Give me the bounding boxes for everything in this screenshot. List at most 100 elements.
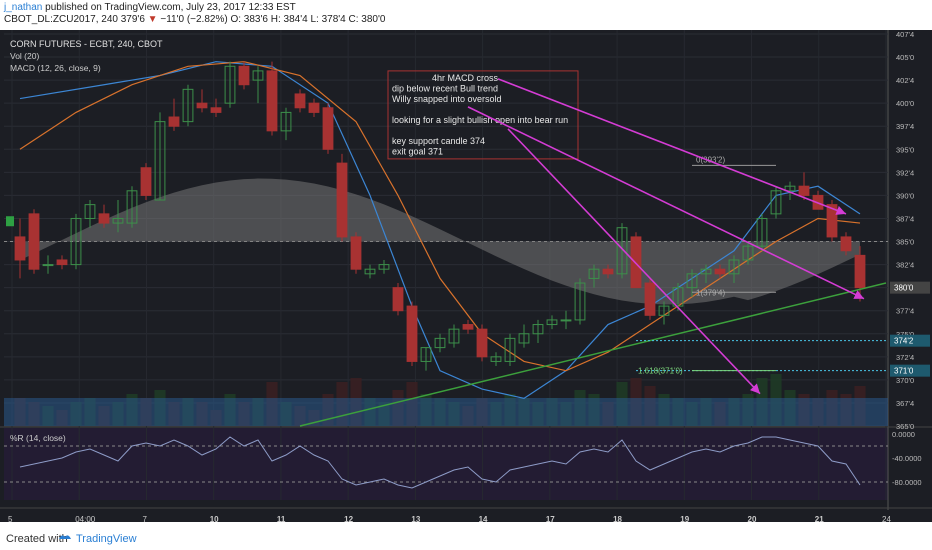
arrow-to-high bbox=[497, 78, 847, 215]
candle-body bbox=[700, 268, 712, 275]
annotation-line: Willy snapped into oversold bbox=[392, 94, 502, 104]
level-374-tag-bg bbox=[890, 334, 930, 347]
wr-tick-label: -40.0000 bbox=[892, 454, 922, 463]
candle-body bbox=[420, 347, 432, 362]
arrow-to-exit bbox=[507, 128, 761, 395]
price-tick-label: 387'4 bbox=[896, 214, 914, 223]
price-tick-label: 395'0 bbox=[896, 145, 914, 154]
price-change: −11'0 (−2.82%) bbox=[160, 14, 228, 25]
candle-body bbox=[616, 227, 628, 275]
last-price-tag-bg bbox=[890, 281, 930, 294]
bull-trendline bbox=[299, 282, 887, 427]
price-tick-label: 365'0 bbox=[896, 422, 914, 431]
time-tick-label: 11 bbox=[277, 515, 286, 522]
candle-body bbox=[280, 111, 292, 132]
left-edge-marker bbox=[6, 216, 14, 227]
candle-body bbox=[14, 236, 26, 261]
time-tick-label: 10 bbox=[210, 515, 219, 522]
candle-body bbox=[154, 121, 166, 201]
author-link[interactable]: j_nathan bbox=[4, 2, 43, 13]
published-text: published on TradingView.com, July 23, 2… bbox=[45, 2, 296, 13]
price-tick-label: 367'4 bbox=[896, 399, 914, 408]
macd-histogram-area bbox=[20, 178, 860, 305]
candle-body bbox=[56, 259, 68, 266]
candle-body bbox=[686, 273, 698, 289]
tradingview-logo-icon bbox=[59, 535, 71, 539]
candle-body bbox=[84, 204, 96, 219]
candle-body bbox=[112, 217, 124, 224]
down-arrow-icon: ▼ bbox=[147, 14, 158, 25]
macd-line bbox=[19, 61, 861, 399]
candle-body bbox=[644, 282, 656, 316]
candle-body bbox=[308, 102, 320, 113]
annotation-line: key support candle 374 bbox=[392, 136, 485, 146]
candle-body bbox=[560, 319, 572, 322]
candle-body bbox=[770, 190, 782, 215]
candle-body bbox=[182, 88, 194, 123]
time-tick-label: 24 bbox=[882, 515, 891, 522]
candle-body bbox=[42, 264, 54, 267]
footer: Created with TradingView bbox=[0, 526, 932, 550]
level-371-tag: 371'0 bbox=[894, 367, 914, 376]
candle-body bbox=[434, 337, 446, 349]
chart-area[interactable]: 407'4 405'0 402'4 400'0 397'4 395'0 392'4 390'0… bbox=[0, 30, 932, 522]
annotation-box bbox=[387, 70, 579, 160]
candle-body bbox=[210, 107, 222, 113]
annotation-line: 4hr MACD cross bbox=[432, 73, 499, 83]
candle-body bbox=[756, 217, 768, 247]
ohlc-values: O: 383'6 H: 384'4 L: 378'4 C: 380'0 bbox=[230, 14, 386, 25]
time-tick-label: 17 bbox=[546, 515, 555, 522]
wr-line bbox=[19, 436, 861, 489]
level-371-tag-bg bbox=[890, 364, 930, 377]
created-with-text: Created with bbox=[6, 533, 68, 545]
annotation-line: exit goal 371 bbox=[392, 146, 443, 156]
price-tick-label: 405'0 bbox=[896, 53, 914, 62]
wr-tick-label: -80.0000 bbox=[892, 478, 922, 487]
tradingview-brand[interactable]: TradingView bbox=[76, 533, 137, 545]
publish-header: j_nathan published on TradingView.com, J… bbox=[0, 0, 932, 26]
time-tick-label: 14 bbox=[479, 515, 488, 522]
price-tick-label: 370'0 bbox=[896, 376, 914, 385]
candle-body bbox=[798, 185, 810, 196]
macd-legend: MACD (12, 26, close, 9) bbox=[10, 63, 101, 73]
wr-tick-label: 0.0000 bbox=[892, 430, 915, 439]
volume-legend: Vol (20) bbox=[10, 51, 39, 61]
candle-body bbox=[448, 328, 460, 344]
time-tick-label: 04:00 bbox=[75, 515, 96, 522]
time-tick-label: 21 bbox=[815, 515, 824, 522]
candle-body bbox=[70, 217, 82, 266]
candle-body bbox=[406, 305, 418, 362]
price-tick-label: 377'4 bbox=[896, 307, 914, 316]
candle-body bbox=[28, 213, 40, 270]
last-price-tag: 380'0 bbox=[894, 284, 914, 293]
arrow-to-current bbox=[467, 106, 865, 300]
candle-body bbox=[840, 236, 852, 252]
fib-0-label: 0(393'2) bbox=[696, 155, 725, 164]
candle-body bbox=[742, 245, 754, 261]
candle-body bbox=[392, 287, 404, 312]
time-tick-label: 19 bbox=[680, 515, 689, 522]
price-tick-label: 397'4 bbox=[896, 122, 914, 131]
candle-body bbox=[588, 268, 600, 279]
time-tick-label: 5 bbox=[8, 515, 13, 522]
price-tick-label: 407'4 bbox=[896, 30, 914, 39]
candle-body bbox=[378, 264, 390, 270]
time-tick-label: 13 bbox=[411, 515, 420, 522]
candle-body bbox=[490, 356, 502, 362]
candle-body bbox=[784, 185, 796, 192]
candle-body bbox=[266, 70, 278, 132]
candle-body bbox=[196, 102, 208, 109]
candle-body bbox=[336, 162, 348, 238]
time-tick-label: 7 bbox=[142, 515, 147, 522]
candle-body bbox=[476, 328, 488, 358]
fib-1618-label: 1.618(371'0) bbox=[638, 367, 683, 376]
candle-body bbox=[658, 305, 670, 316]
volume-ma-band bbox=[4, 398, 888, 426]
candle-body bbox=[350, 236, 362, 270]
price-tick-label: 372'4 bbox=[896, 353, 914, 362]
level-374-tag: 374'2 bbox=[894, 337, 914, 346]
candle-body bbox=[826, 204, 838, 238]
chart-canvas[interactable]: 407'4 405'0 402'4 400'0 397'4 395'0 392'4 390'0… bbox=[0, 30, 932, 522]
wr-panel-background bbox=[4, 428, 888, 500]
candle-body bbox=[322, 107, 334, 150]
